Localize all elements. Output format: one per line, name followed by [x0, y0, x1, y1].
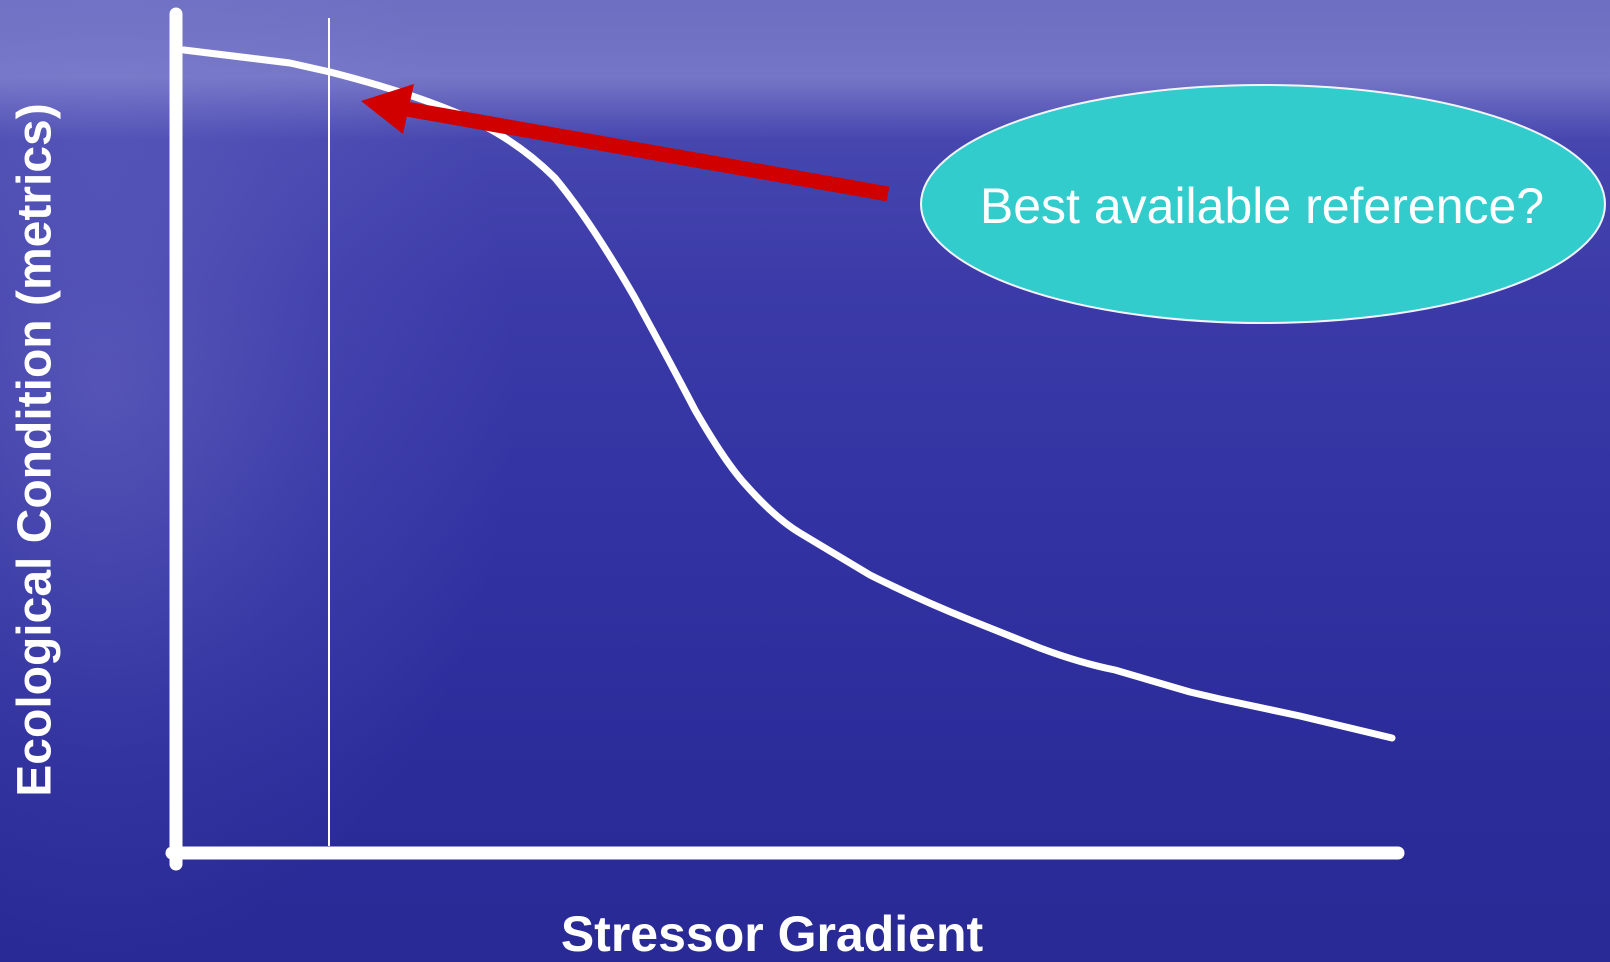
callout-text: Best available reference? [979, 178, 1545, 234]
callout-ellipse [920, 84, 1606, 324]
x-axis-label: Stressor Gradient [560, 906, 984, 962]
water-glare [0, 0, 520, 962]
red-arrow-icon [361, 84, 890, 202]
y-axis-label: Ecological Condition (metrics) [8, 103, 62, 797]
